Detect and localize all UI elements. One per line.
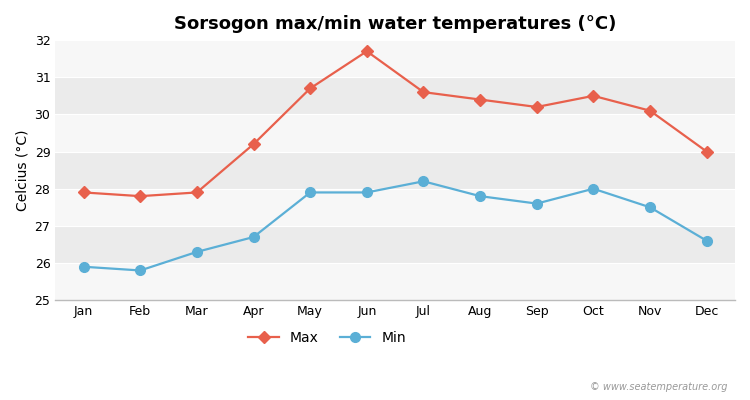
Max [419,90,428,94]
Min [476,194,484,198]
Min [249,235,258,240]
Min [136,268,145,273]
Min [306,190,315,195]
Max [249,142,258,146]
Title: Sorsogon max/min water temperatures (°C): Sorsogon max/min water temperatures (°C) [174,15,616,33]
Min [362,190,371,195]
Min [702,238,711,243]
Max [476,97,484,102]
Bar [56,189,735,226]
Max [589,94,598,98]
Bar [56,226,735,263]
Min [419,179,428,184]
Min [589,186,598,191]
Bar [56,77,735,114]
Bar [56,152,735,189]
Max [79,190,88,195]
Max [702,149,711,154]
Bar [56,114,735,152]
Y-axis label: Celcius (°C): Celcius (°C) [15,129,29,211]
Min [193,250,202,254]
Max [193,190,202,195]
Line: Max: Max [80,47,711,200]
Text: © www.seatemperature.org: © www.seatemperature.org [590,382,728,392]
Line: Min: Min [79,176,712,275]
Max [646,108,655,113]
Min [79,264,88,269]
Min [532,201,542,206]
Min [646,205,655,210]
Bar [56,40,735,77]
Max [306,86,315,91]
Max [136,194,145,198]
Bar [56,263,735,300]
Legend: Max, Min: Max, Min [243,325,412,350]
Max [362,49,371,54]
Max [532,104,542,109]
